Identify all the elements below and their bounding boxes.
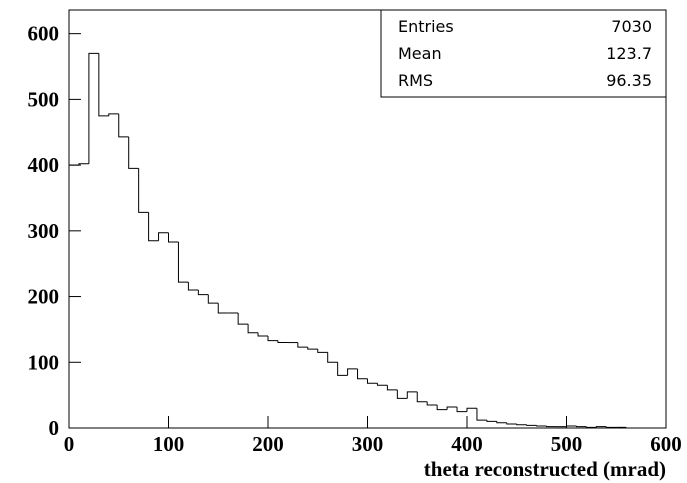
histogram-bin (307, 347, 318, 350)
stats-label: Entries (398, 17, 454, 36)
x-tick-label: 0 (64, 432, 75, 456)
histogram-bin (516, 424, 527, 426)
histogram-bin (605, 426, 617, 428)
histogram-bin (257, 332, 268, 337)
histogram-bin (466, 407, 477, 412)
y-tick-label: 600 (28, 22, 60, 46)
histogram-bin (446, 406, 458, 410)
histogram-bin (526, 424, 537, 426)
histogram-bin (108, 113, 119, 116)
histogram-bin (546, 426, 557, 428)
histogram-bin (68, 164, 79, 428)
histogram-bin (575, 426, 587, 428)
histogram-bin (118, 113, 129, 138)
histogram-bin (267, 335, 278, 342)
x-tick-label: 100 (153, 432, 185, 456)
histogram-bin (128, 136, 139, 169)
histogram-bin (217, 303, 229, 314)
histogram-bin (496, 421, 507, 424)
y-tick-label: 500 (28, 87, 60, 111)
histogram-bin (585, 426, 597, 428)
histogram-bin (277, 340, 288, 344)
histogram-bin (317, 349, 328, 353)
stats-label: RMS (398, 71, 433, 90)
stats-value: 96.35 (606, 71, 652, 90)
stats-value: 123.7 (606, 44, 652, 63)
histogram-bin (158, 232, 169, 241)
histogram-bin (148, 212, 159, 242)
histogram-bin (197, 289, 209, 296)
y-tick-label: 0 (49, 416, 60, 440)
histogram-bin (138, 168, 149, 213)
x-axis-label: theta reconstructed (mrad) (424, 457, 666, 481)
histogram-bin (506, 422, 517, 425)
x-tick-label: 200 (252, 432, 284, 456)
histogram-bin (436, 404, 448, 411)
histogram-bin (367, 378, 378, 384)
x-tick-label: 300 (352, 432, 384, 456)
y-tick-label: 100 (28, 350, 60, 374)
histogram-bin (536, 425, 547, 427)
stats-box (380, 9, 667, 98)
stats-value: 7030 (611, 17, 652, 36)
histogram-bin (207, 294, 219, 304)
histogram-bin (327, 352, 338, 363)
histogram-bin (177, 242, 189, 283)
histogram-bin (566, 425, 577, 427)
histogram-bin (376, 383, 388, 386)
y-tick-label: 300 (28, 219, 60, 243)
histogram-bin (386, 385, 398, 391)
histogram-bin (357, 368, 368, 380)
histogram-bin (476, 408, 487, 421)
histogram-bin (625, 427, 637, 429)
y-tick-label: 200 (28, 285, 60, 309)
x-tick-label: 600 (650, 432, 682, 456)
histogram-bin (406, 391, 418, 399)
histogram-bin (426, 401, 438, 406)
histogram-bin (486, 420, 497, 422)
histogram-bin (396, 389, 408, 399)
histogram-bin (347, 368, 358, 376)
histogram-bin (337, 362, 348, 376)
histogram-bin (595, 426, 607, 428)
stats-label: Mean (398, 44, 442, 63)
histogram-bin (237, 312, 249, 325)
y-tick-label: 400 (28, 153, 60, 177)
histogram-bin (88, 52, 99, 164)
histogram-bin (187, 282, 199, 291)
x-tick-label: 400 (451, 432, 483, 456)
histogram-bin (98, 53, 109, 117)
histogram-bin (78, 163, 89, 166)
histogram-bin (416, 391, 428, 403)
histogram-bin (297, 342, 308, 348)
histogram-bin (456, 406, 467, 413)
x-tick-label: 500 (551, 432, 583, 456)
histogram-bin (168, 232, 179, 243)
histogram-bin (247, 324, 259, 334)
